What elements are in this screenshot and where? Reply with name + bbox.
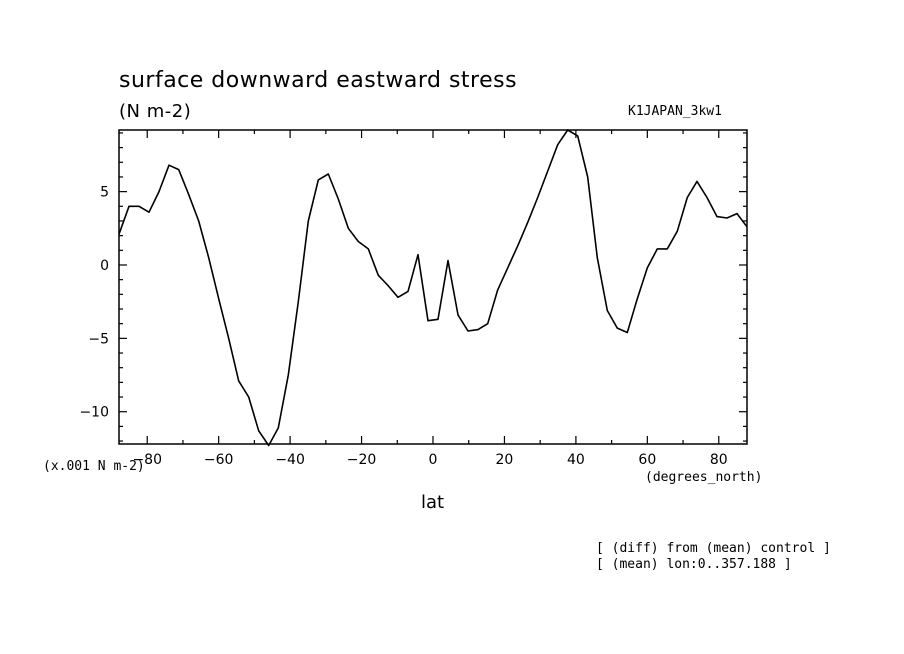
axis-ticks [119,130,747,444]
y-tick-label: 0 [100,258,109,274]
x-tick-label: 60 [638,452,656,468]
x-tick-label: 80 [710,452,728,468]
y-scale-label: (x.001 N m-2) [43,459,145,474]
y-tick-label: −5 [88,331,109,347]
plot-frame [118,129,748,445]
x-tick-label: 20 [496,452,514,468]
note-mean: [ (mean) lon:0..357.188 ] [596,557,792,572]
x-tick-label: 40 [567,452,585,468]
run-label: K1JAPAN_3kw1 [628,104,722,119]
x-units-label: (degrees_north) [645,470,763,485]
chart-title: surface downward eastward stress [119,68,518,93]
x-tick-label: −20 [347,452,377,468]
x-tick-label: −40 [275,452,305,468]
axis-tick-labels: −80 −60 −40 −20 0 20 40 60 80 5 0 −5 −10 [79,185,727,468]
note-diff: [ (diff) from (mean) control ] [596,541,831,556]
x-axis-label: lat [421,492,445,513]
chart-units: (N m-2) [119,101,192,122]
x-tick-label: −80 [132,452,162,468]
series-line [118,129,748,447]
x-tick-label: 0 [429,452,438,468]
x-tick-label: −60 [204,452,234,468]
y-tick-label: 5 [100,185,109,201]
y-tick-label: −10 [79,405,109,421]
